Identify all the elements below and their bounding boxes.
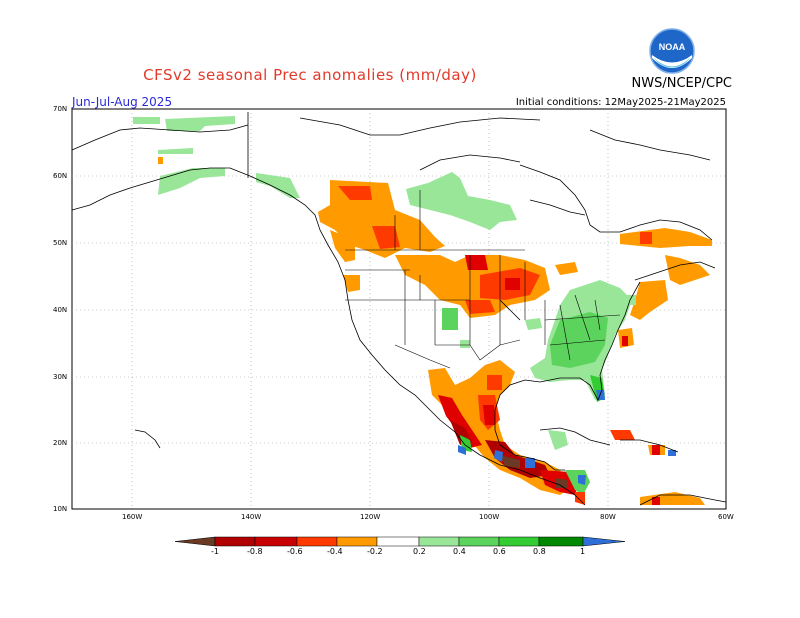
lat-label-10n: 10N <box>53 505 67 513</box>
colorbar-tick: 0.2 <box>413 547 426 556</box>
anomaly-patch <box>505 278 520 290</box>
colorbar-segment <box>539 537 583 546</box>
colorbar-segment <box>459 537 499 546</box>
colorbar-tick: -0.2 <box>367 547 383 556</box>
anomaly-patch <box>465 300 495 314</box>
colorbar-segment <box>297 537 337 546</box>
anomaly-patch <box>525 318 542 330</box>
colorbar-segment <box>255 537 297 546</box>
colorbar <box>175 537 625 546</box>
colorbar-tick: -0.8 <box>247 547 263 556</box>
anomaly-patch <box>133 117 160 124</box>
colorbar-tick: 0.6 <box>493 547 506 556</box>
anomaly-patch <box>622 336 628 346</box>
lon-label-140w: 140W <box>241 513 261 521</box>
colorbar-tick: -0.4 <box>327 547 343 556</box>
anomaly-patch <box>640 232 652 244</box>
colorbar-segment <box>377 537 419 546</box>
colorbar-segment <box>337 537 377 546</box>
colorbar-arrow-low <box>175 537 215 546</box>
anomaly-patch <box>487 375 502 390</box>
colorbar-segment <box>419 537 459 546</box>
anomaly-patch <box>652 445 660 455</box>
colorbar-tick: -1 <box>211 547 219 556</box>
colorbar-tick: 1 <box>580 547 585 556</box>
colorbar-arrow-high <box>583 537 625 546</box>
lon-label-160w: 160W <box>122 513 142 521</box>
lat-label-70n: 70N <box>53 105 67 113</box>
lat-label-60n: 60N <box>53 172 67 180</box>
lat-label-50n: 50N <box>53 239 67 247</box>
lon-label-100w: 100W <box>479 513 499 521</box>
colorbar-tick: 0.8 <box>533 547 546 556</box>
anomaly-patch <box>483 405 495 425</box>
anomaly-patch <box>158 157 163 164</box>
anomaly-patch <box>525 458 535 468</box>
lon-label-80w: 80W <box>600 513 616 521</box>
colorbar-segment <box>499 537 539 546</box>
anomaly-patch <box>465 255 488 270</box>
colorbar-tick: -0.6 <box>287 547 303 556</box>
lat-label-40n: 40N <box>53 306 67 314</box>
colorbar-tick: 0.4 <box>453 547 466 556</box>
anomaly-patch <box>442 308 458 330</box>
lon-label-120w: 120W <box>360 513 380 521</box>
lat-label-30n: 30N <box>53 373 67 381</box>
lon-label-60w: 60W <box>718 513 734 521</box>
colorbar-segment <box>215 537 255 546</box>
anomaly-patch <box>460 340 470 348</box>
lat-label-20n: 20N <box>53 439 67 447</box>
